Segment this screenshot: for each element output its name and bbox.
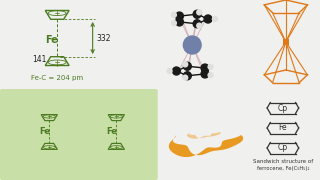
Circle shape bbox=[212, 17, 217, 21]
Circle shape bbox=[197, 23, 202, 28]
Text: Fe: Fe bbox=[106, 127, 117, 136]
Circle shape bbox=[183, 62, 191, 70]
Text: Fe-C = 204 pm: Fe-C = 204 pm bbox=[31, 75, 83, 81]
Circle shape bbox=[204, 15, 212, 23]
Circle shape bbox=[183, 75, 188, 80]
Text: Fe: Fe bbox=[45, 35, 58, 45]
Circle shape bbox=[197, 10, 202, 15]
Polygon shape bbox=[187, 132, 221, 139]
Circle shape bbox=[201, 64, 209, 72]
Circle shape bbox=[193, 20, 201, 28]
Text: Cp: Cp bbox=[278, 103, 288, 112]
Circle shape bbox=[193, 10, 201, 18]
Circle shape bbox=[208, 64, 213, 69]
Text: Fe: Fe bbox=[279, 123, 287, 132]
Text: Sandwich structure of: Sandwich structure of bbox=[253, 159, 313, 164]
Circle shape bbox=[183, 72, 191, 80]
Circle shape bbox=[167, 69, 172, 73]
Polygon shape bbox=[169, 135, 243, 157]
Circle shape bbox=[201, 70, 209, 78]
Text: Cp: Cp bbox=[278, 143, 288, 152]
Bar bbox=[283, 39, 289, 45]
Circle shape bbox=[172, 21, 176, 26]
Circle shape bbox=[176, 18, 183, 26]
Circle shape bbox=[183, 36, 201, 54]
Circle shape bbox=[183, 62, 188, 67]
Text: ferrocene, Fe(C₅H₅)₂: ferrocene, Fe(C₅H₅)₂ bbox=[257, 166, 309, 171]
Circle shape bbox=[176, 12, 183, 20]
Text: 141: 141 bbox=[33, 55, 47, 64]
FancyBboxPatch shape bbox=[0, 89, 158, 180]
Text: Fe: Fe bbox=[39, 127, 50, 136]
Circle shape bbox=[172, 67, 180, 75]
Circle shape bbox=[208, 73, 213, 78]
Text: 332: 332 bbox=[97, 33, 111, 42]
Circle shape bbox=[172, 12, 176, 17]
